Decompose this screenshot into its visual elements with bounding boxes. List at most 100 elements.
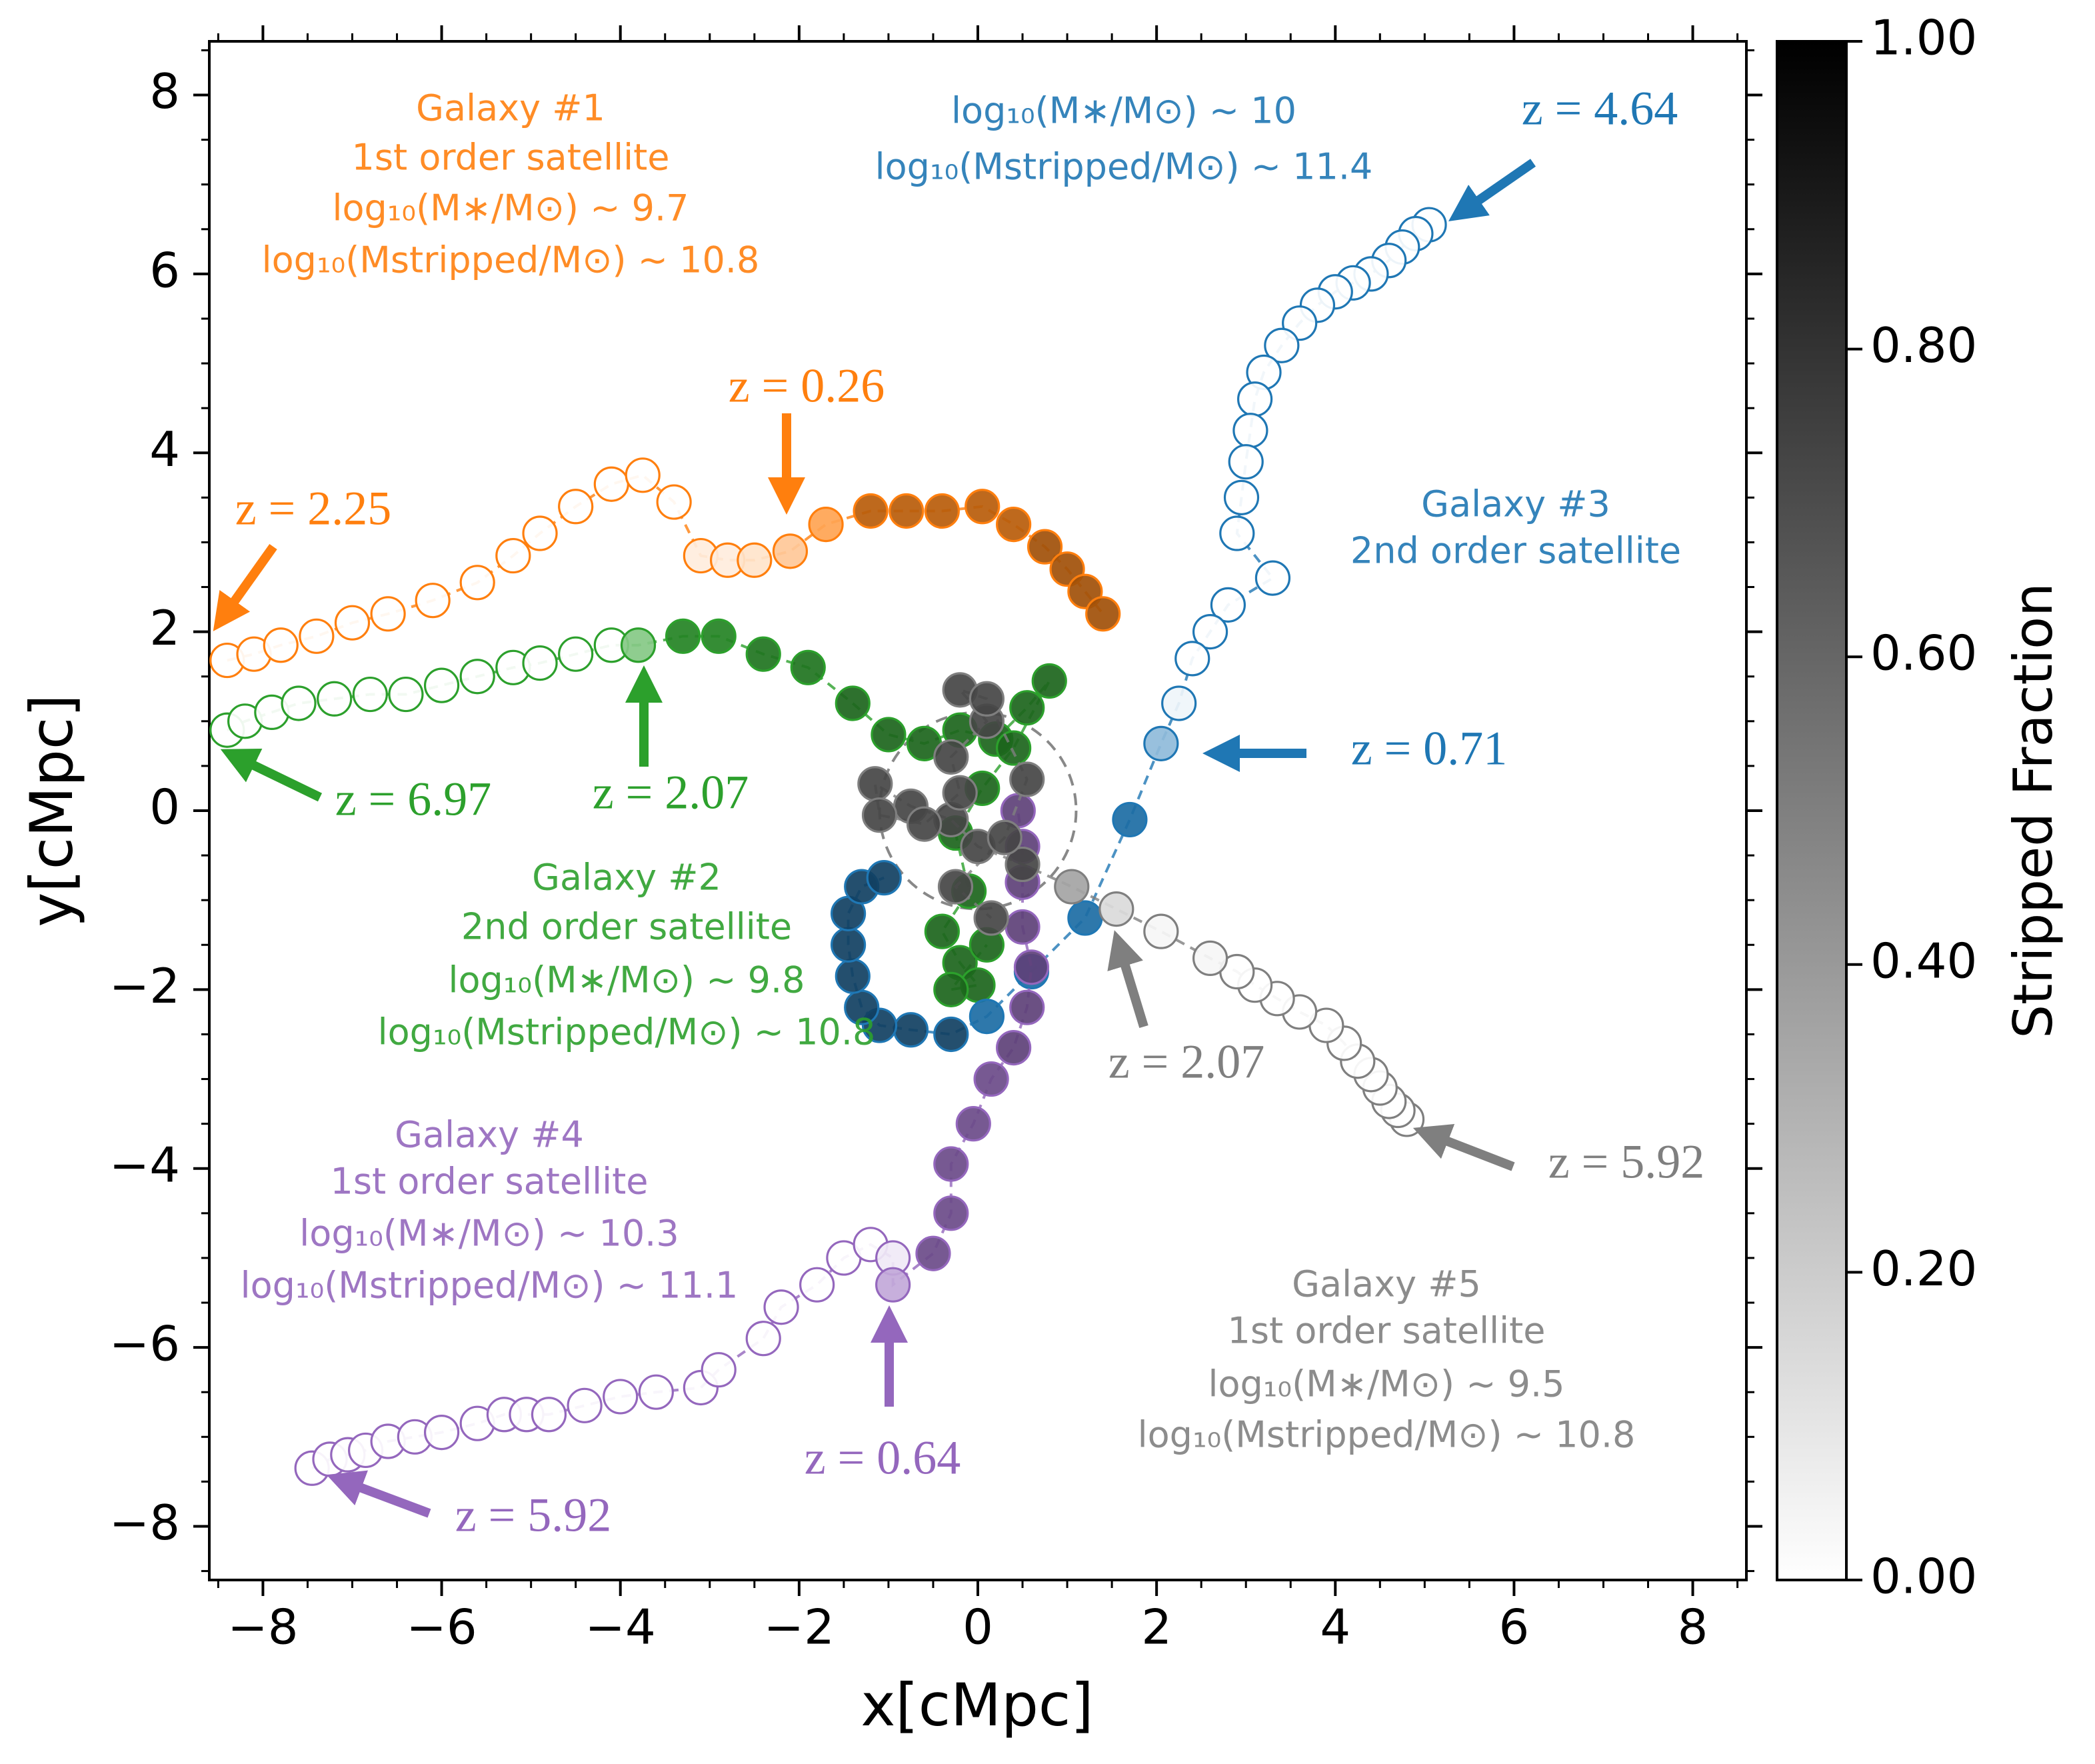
annotation-arrow <box>326 1470 431 1518</box>
track-point <box>423 1414 460 1451</box>
track-point <box>853 493 889 529</box>
track-point <box>942 775 978 811</box>
track-point <box>1192 614 1228 650</box>
galaxy-label: Galaxy #1 <box>416 87 605 129</box>
track-point <box>937 869 974 905</box>
galaxy-label: log₁₀(Mstripped/M⊙) ~ 10.8 <box>262 239 760 281</box>
colorbar-tick-label: 0.80 <box>1870 317 1977 373</box>
annotation-label: z = 2.07 <box>1108 1035 1265 1089</box>
track-point <box>745 636 781 672</box>
track-point <box>1228 444 1264 480</box>
galaxy-label: log₁₀(M∗/M⊙) ~ 10 <box>951 90 1296 132</box>
galaxy-label: 1st order satellite <box>330 1161 648 1203</box>
track-point <box>969 999 1005 1035</box>
track-point <box>965 489 1001 525</box>
colorbar-tick-label: 0.60 <box>1870 625 1977 681</box>
galaxy-label: log₁₀(M∗/M⊙) ~ 9.7 <box>332 187 689 229</box>
colorbar-tick-label: 0.20 <box>1870 1241 1977 1297</box>
track-point <box>973 900 1009 936</box>
galaxy-label: 1st order satellite <box>351 137 669 179</box>
track-point <box>1254 560 1291 596</box>
galaxy-label: log₁₀(Mstripped/M⊙) ~ 10.8 <box>1138 1414 1636 1456</box>
galaxy-track <box>294 793 1050 1486</box>
galaxy-label: log₁₀(M∗/M⊙) ~ 9.8 <box>448 959 805 1001</box>
track-point <box>1219 515 1255 551</box>
track-point <box>531 1397 567 1433</box>
track-point <box>973 1061 1009 1097</box>
track-point <box>763 1289 799 1325</box>
galaxy-label: 1st order satellite <box>1227 1310 1545 1352</box>
galaxy-label: Galaxy #2 <box>532 857 721 899</box>
track-point <box>924 493 960 529</box>
track-point <box>665 618 701 654</box>
galaxy-label: log₁₀(Mstripped/M⊙) ~ 10.8 <box>378 1011 876 1053</box>
annotation-arrow <box>220 748 323 802</box>
track-point <box>835 958 871 994</box>
track-point <box>567 1387 603 1423</box>
track-point <box>915 1235 951 1271</box>
track-line <box>847 223 1430 1036</box>
track-line <box>226 635 1051 992</box>
galaxy-label: Galaxy #5 <box>1292 1263 1481 1305</box>
galaxy-label: Galaxy #4 <box>395 1114 584 1156</box>
x-tick-label: 0 <box>963 1599 993 1655</box>
colorbar-label: Stripped Fraction <box>2002 583 2064 1039</box>
colorbar-tick-label: 1.00 <box>1870 10 1977 66</box>
track-point <box>866 860 902 896</box>
y-tick-label: −2 <box>109 958 180 1014</box>
track-point <box>933 1016 969 1053</box>
x-tick-label: 8 <box>1678 1599 1708 1655</box>
track-point <box>857 766 893 802</box>
x-axis-label: x[cMpc] <box>861 1671 1093 1739</box>
track-point <box>861 797 898 833</box>
galaxy-label: 2nd order satellite <box>1350 530 1681 572</box>
x-tick-label: −4 <box>585 1599 656 1655</box>
track-point <box>924 913 960 949</box>
x-tick-label: 6 <box>1499 1599 1530 1655</box>
track-point <box>603 1379 639 1415</box>
galaxy-label: Galaxy #3 <box>1421 483 1610 525</box>
annotation-arrow <box>213 543 277 631</box>
galaxy-label: log₁₀(M∗/M⊙) ~ 9.5 <box>1208 1363 1564 1405</box>
annotation-label: z = 6.97 <box>335 773 492 826</box>
x-tick-label: −8 <box>227 1599 298 1655</box>
galaxy-label: log₁₀(Mstripped/M⊙) ~ 11.4 <box>875 146 1373 188</box>
track-point <box>625 457 661 493</box>
galaxy-track <box>209 457 1121 679</box>
track-point <box>1143 913 1179 949</box>
track-point <box>1143 725 1179 761</box>
track-point <box>620 627 657 663</box>
track-point <box>495 537 531 574</box>
y-tick-label: 0 <box>149 779 180 835</box>
track-point <box>1161 685 1197 721</box>
x-tick-label: −2 <box>764 1599 835 1655</box>
track-point <box>1054 869 1090 905</box>
track-point <box>638 1374 674 1410</box>
track-point <box>987 819 1023 855</box>
annotation-arrow <box>1412 1123 1515 1171</box>
track-point <box>875 1267 911 1303</box>
track-point <box>593 466 629 502</box>
track-point <box>370 596 406 632</box>
track-point <box>522 515 558 551</box>
track-point <box>790 649 826 685</box>
y-tick-label: −6 <box>109 1316 180 1372</box>
track-point <box>1237 381 1273 417</box>
track-point <box>656 484 692 520</box>
track-point <box>263 627 299 663</box>
track-point <box>317 681 353 717</box>
track-point <box>558 489 594 525</box>
track-point <box>1005 846 1041 883</box>
track-point <box>835 685 871 721</box>
track-point <box>1232 413 1268 449</box>
annotation-label: z = 0.64 <box>805 1431 961 1485</box>
track-point <box>745 1321 781 1357</box>
x-tick-label: 4 <box>1320 1599 1350 1655</box>
track-point <box>955 1106 991 1142</box>
track-point <box>1098 891 1134 927</box>
track-point <box>996 507 1032 543</box>
track-point <box>701 618 737 654</box>
track-point <box>1009 761 1045 797</box>
track-point <box>830 927 867 963</box>
y-tick-label: 4 <box>149 421 180 477</box>
